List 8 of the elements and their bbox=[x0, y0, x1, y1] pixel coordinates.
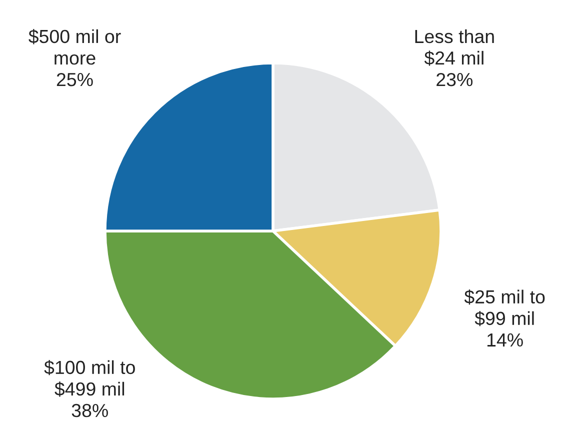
slice-label: $100 mil to $499 mil bbox=[44, 360, 135, 397]
slice-label: $25 mil to $99 mil bbox=[464, 289, 545, 326]
data-label: 14% bbox=[487, 333, 523, 347]
data-label: 23% bbox=[436, 72, 473, 86]
slice-label: $500 mil or more bbox=[28, 29, 121, 65]
data-label: 25% bbox=[56, 72, 93, 86]
slice-label: Less than $24 mil bbox=[415, 29, 494, 66]
data-label: 38% bbox=[72, 404, 108, 418]
